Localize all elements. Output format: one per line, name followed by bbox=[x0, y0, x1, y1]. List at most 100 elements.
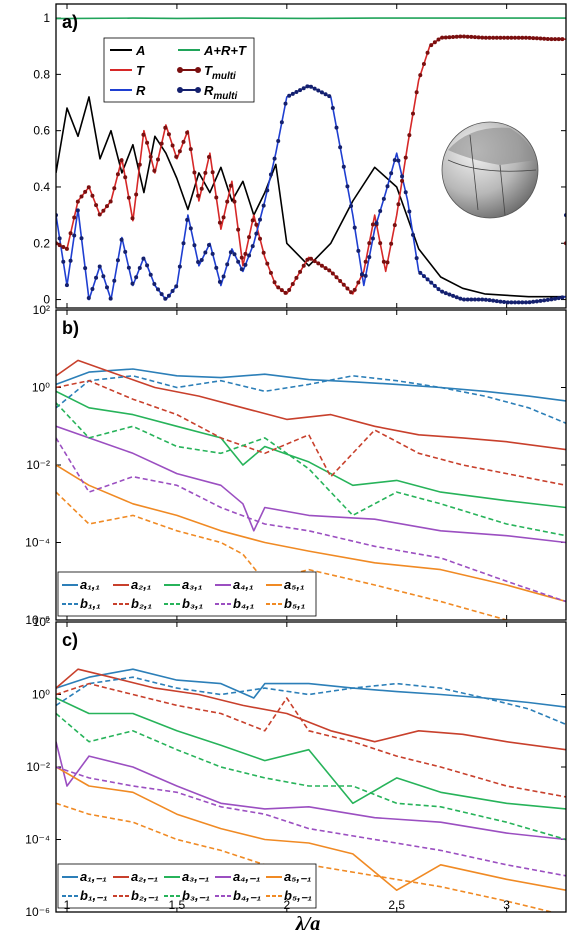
legend-marker bbox=[177, 87, 183, 93]
marker-r-multi bbox=[301, 86, 306, 91]
marker-r-multi bbox=[553, 296, 558, 301]
marker-t-multi bbox=[247, 235, 252, 240]
marker-r-multi bbox=[432, 283, 437, 288]
marker-t-multi bbox=[400, 178, 405, 183]
marker-r-multi bbox=[239, 267, 244, 272]
marker-t-multi bbox=[287, 288, 292, 293]
marker-t-multi bbox=[545, 37, 550, 42]
marker-r-multi bbox=[145, 263, 150, 268]
marker-t-multi bbox=[458, 34, 463, 39]
series-line bbox=[56, 491, 520, 620]
legend-label: a₂,₁ bbox=[131, 577, 151, 592]
marker-t-multi bbox=[112, 186, 117, 191]
marker-t-multi bbox=[210, 170, 215, 175]
y-tick-label: 0.6 bbox=[33, 124, 50, 138]
marker-r-multi bbox=[152, 282, 157, 287]
marker-t-multi bbox=[319, 263, 324, 268]
marker-r-multi bbox=[97, 264, 102, 269]
marker-t-multi bbox=[298, 269, 303, 274]
y-tick-label: 10⁻⁶ bbox=[25, 905, 50, 919]
marker-r-multi bbox=[349, 203, 354, 208]
marker-r-multi bbox=[258, 217, 262, 222]
marker-t-multi bbox=[411, 111, 415, 116]
marker-r-multi bbox=[327, 94, 332, 99]
marker-t-multi bbox=[352, 287, 357, 292]
marker-t-multi bbox=[265, 261, 270, 266]
marker-r-multi bbox=[545, 297, 550, 302]
marker-r-multi bbox=[261, 203, 266, 208]
legend-label: b₁,₁ bbox=[80, 596, 101, 611]
marker-r-multi bbox=[458, 296, 463, 301]
marker-t-multi bbox=[509, 35, 514, 40]
marker-t-multi bbox=[443, 35, 448, 40]
marker-r-multi bbox=[487, 298, 492, 303]
marker-r-multi bbox=[217, 279, 222, 284]
marker-t-multi bbox=[418, 73, 423, 78]
marker-r-multi bbox=[407, 209, 412, 214]
legend-label: a₅,₁ bbox=[284, 577, 305, 592]
marker-t-multi bbox=[338, 278, 343, 283]
marker-t-multi bbox=[61, 244, 66, 249]
marker-r-multi bbox=[83, 266, 88, 271]
marker-r-multi bbox=[443, 291, 448, 296]
marker-r-multi bbox=[411, 232, 415, 237]
legend-label: a₂,₋₁ bbox=[131, 869, 158, 884]
marker-t-multi bbox=[480, 35, 485, 40]
marker-r-multi bbox=[236, 259, 241, 264]
marker-r-multi bbox=[159, 292, 164, 297]
marker-r-multi bbox=[429, 280, 434, 285]
panel-label: c) bbox=[62, 630, 78, 650]
marker-r-multi bbox=[494, 299, 499, 304]
marker-t-multi bbox=[97, 212, 102, 217]
marker-t-multi bbox=[177, 149, 182, 154]
marker-t-multi bbox=[462, 34, 466, 39]
marker-r-multi bbox=[400, 174, 405, 179]
marker-t-multi bbox=[483, 35, 488, 40]
marker-t-multi bbox=[119, 158, 124, 163]
marker-t-multi bbox=[170, 143, 175, 148]
marker-r-multi bbox=[516, 300, 521, 305]
marker-r-multi bbox=[451, 293, 456, 298]
marker-t-multi bbox=[392, 223, 397, 228]
marker-t-multi bbox=[498, 35, 503, 40]
marker-t-multi bbox=[174, 154, 179, 159]
marker-t-multi bbox=[345, 286, 350, 291]
marker-r-multi bbox=[174, 284, 179, 289]
marker-t-multi bbox=[199, 186, 204, 191]
marker-r-multi bbox=[228, 250, 233, 255]
marker-r-multi bbox=[163, 296, 168, 301]
marker-t-multi bbox=[465, 34, 470, 39]
marker-r-multi bbox=[305, 84, 310, 89]
marker-r-multi bbox=[185, 217, 190, 222]
marker-t-multi bbox=[389, 241, 394, 246]
marker-t-multi bbox=[294, 275, 299, 280]
marker-t-multi bbox=[228, 183, 233, 188]
marker-t-multi bbox=[181, 139, 186, 144]
legend-label: a₁,₁ bbox=[80, 577, 100, 592]
marker-r-multi bbox=[134, 275, 139, 280]
marker-r-multi bbox=[254, 231, 259, 236]
marker-t-multi bbox=[283, 290, 288, 295]
marker-t-multi bbox=[108, 199, 113, 204]
marker-r-multi bbox=[309, 84, 313, 89]
marker-r-multi bbox=[378, 208, 383, 213]
marker-t-multi bbox=[258, 236, 262, 241]
marker-t-multi bbox=[363, 259, 368, 264]
marker-r-multi bbox=[476, 297, 481, 302]
legend-label: b₅,₁ bbox=[284, 596, 305, 611]
marker-t-multi bbox=[243, 251, 248, 256]
series-line bbox=[56, 464, 566, 603]
marker-t-multi bbox=[323, 266, 328, 271]
marker-t-multi bbox=[126, 195, 131, 200]
marker-r-multi bbox=[243, 262, 248, 267]
marker-t-multi bbox=[381, 259, 386, 264]
marker-r-multi bbox=[425, 277, 430, 282]
y-tick-label: 1 bbox=[43, 11, 50, 25]
marker-r-multi bbox=[79, 236, 84, 241]
marker-r-multi bbox=[279, 120, 284, 125]
marker-t-multi bbox=[239, 255, 244, 260]
marker-r-multi bbox=[338, 145, 343, 150]
x-tick-label: 1.5 bbox=[169, 898, 186, 912]
marker-r-multi bbox=[454, 295, 459, 300]
